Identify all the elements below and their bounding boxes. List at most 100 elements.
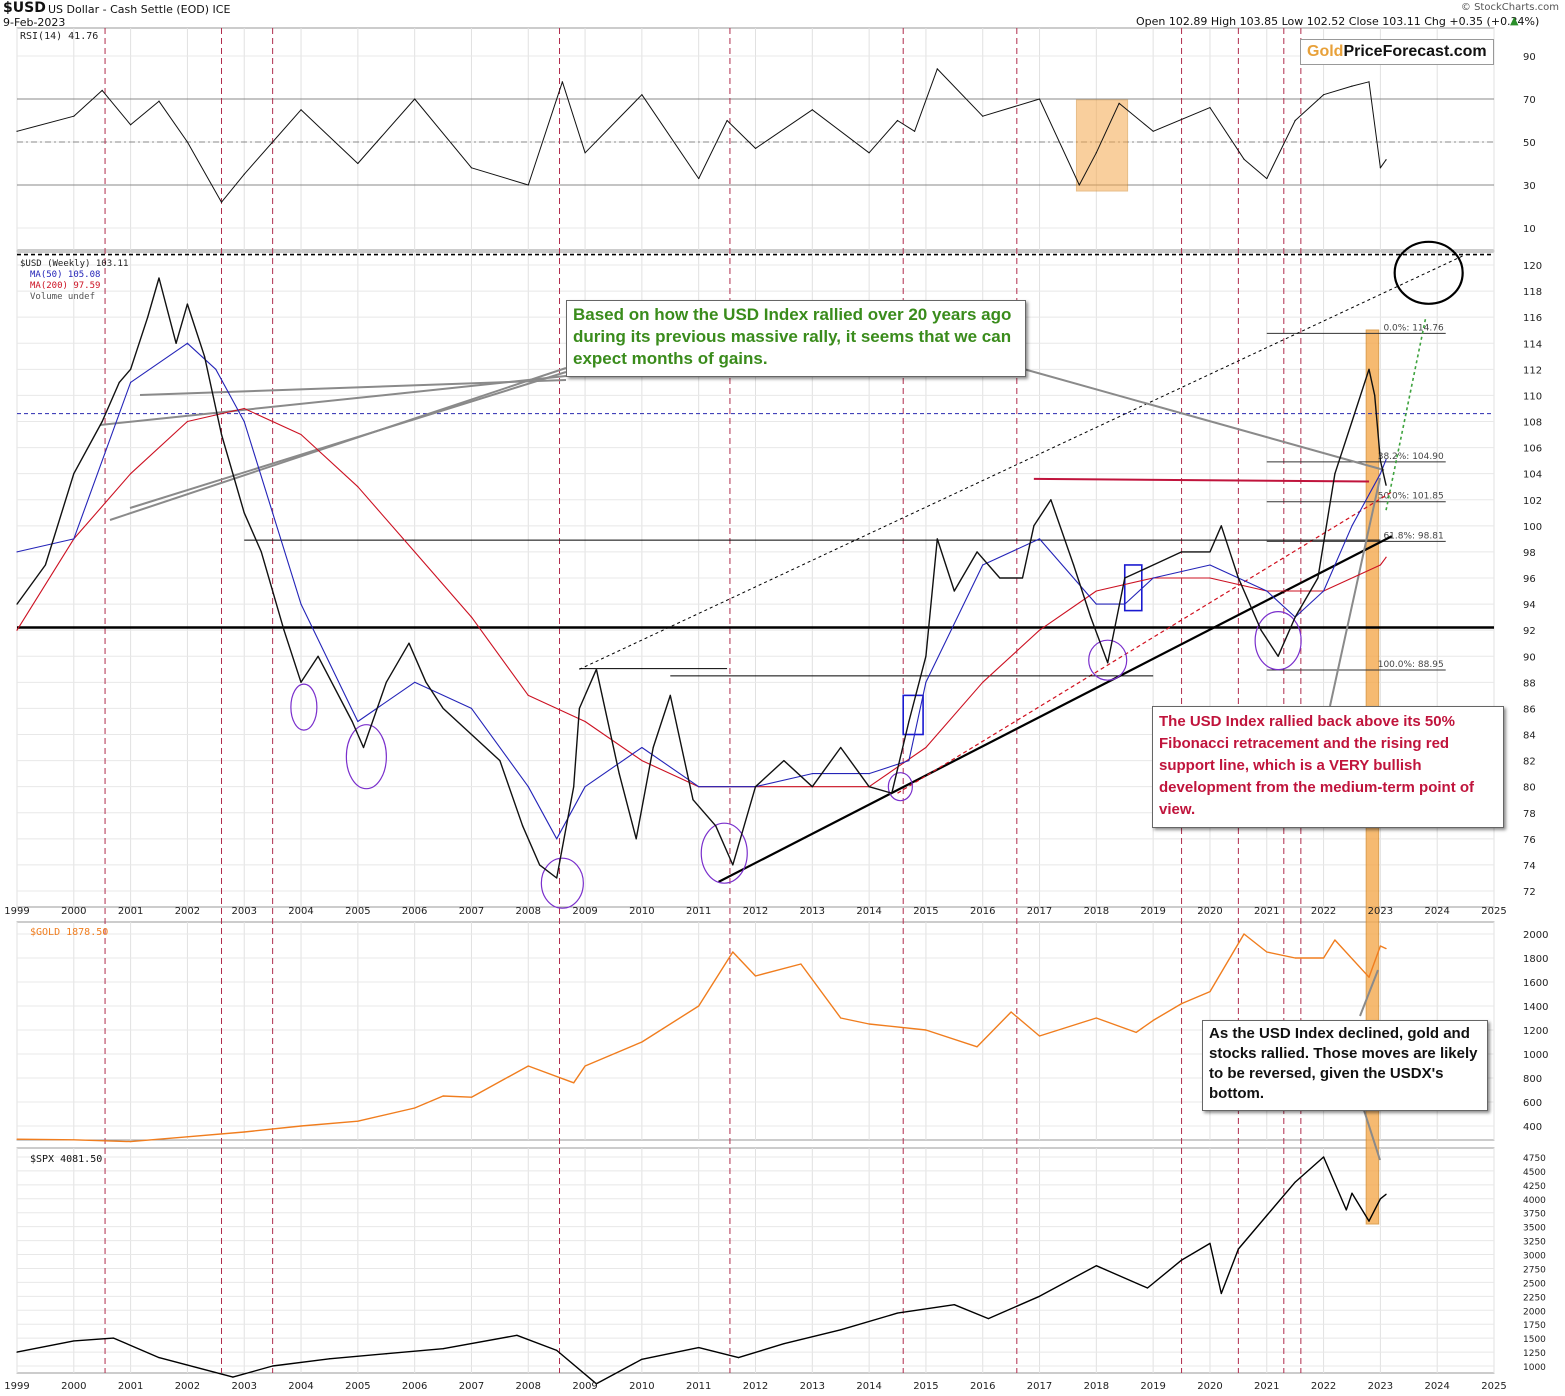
- x-tick-label-bottom: 2016: [970, 1381, 995, 1392]
- highlight-circle: [290, 683, 318, 731]
- spx-series-point: [158, 1357, 160, 1359]
- spx-series-point: [1220, 1292, 1222, 1295]
- gold-y-tick-label: 400: [1523, 1122, 1542, 1133]
- rsi-series-point: [1095, 152, 1097, 154]
- rsi-series-point: [101, 89, 103, 91]
- spx-series-point: [783, 1343, 785, 1345]
- spx-series-point: [1379, 1198, 1381, 1200]
- spx-series-point: [73, 1340, 75, 1342]
- spx-series-point: [328, 1358, 331, 1360]
- x-tick-label-bottom: 2020: [1197, 1381, 1222, 1392]
- gold-series-point: [243, 1131, 245, 1133]
- gold-series-point: [925, 1029, 927, 1031]
- spx-series-point: [516, 1334, 518, 1336]
- ma50-series-point: [868, 773, 870, 775]
- gold-series-point: [1385, 947, 1387, 950]
- x-tick-label-bottom: 2006: [402, 1381, 427, 1392]
- gold-panel-title: $GOLD 1878.50: [30, 927, 108, 938]
- x-tick-label-bottom: 2019: [1140, 1381, 1165, 1392]
- rsi-panel-title: RSI(14) 41.76: [20, 31, 98, 42]
- usd-y-tick-label: 98: [1523, 548, 1536, 559]
- x-tick-label: 2006: [402, 906, 427, 917]
- x-tick-label-bottom: 2023: [1368, 1381, 1393, 1392]
- axes: 10 30 50 70 90 72 74 76 78 80 82 84 86 88 90 92 94 96 98 10…: [4, 52, 1548, 1392]
- usd-price-series-point: [118, 381, 120, 383]
- spx-panel-title: $SPX 4081.50: [30, 1154, 102, 1165]
- gold-y-tick-label: 1400: [1523, 1002, 1548, 1013]
- ma50-series-point: [1152, 577, 1154, 579]
- usd-price-series-point: [158, 277, 160, 279]
- ma200-series-point: [243, 407, 245, 410]
- gold-series-point: [414, 1107, 416, 1109]
- gold-y-tick-label: 600: [1523, 1098, 1542, 1109]
- gold-series-point: [840, 1017, 842, 1019]
- ma50-series-point: [1351, 525, 1353, 527]
- spx-series-point: [641, 1358, 643, 1360]
- rsi-series-point: [1038, 98, 1041, 100]
- ma200-series-point: [925, 746, 927, 749]
- fib-label: 100.0%: 88.95: [1378, 660, 1444, 670]
- prior-high-line: [1033, 477, 1370, 483]
- chart-date: 9-Feb-2023: [3, 16, 66, 29]
- rsi-series-point: [1385, 159, 1387, 161]
- rsi-y-tick-label: 30: [1523, 181, 1536, 192]
- spx-series-point: [1294, 1181, 1296, 1183]
- usd-y-tick-label: 96: [1523, 574, 1536, 585]
- x-tick-label: 2007: [459, 906, 484, 917]
- rsi-series-point: [726, 119, 728, 122]
- spx-series-point: [1237, 1248, 1239, 1250]
- usd-price-series-point: [442, 707, 444, 710]
- rsi-series-point: [220, 201, 223, 203]
- usd-price-series-point: [521, 825, 524, 827]
- gold-series-point: [1266, 951, 1268, 953]
- ma50-series-point: [414, 681, 416, 683]
- projection-line: [1385, 317, 1427, 511]
- blue-box: [902, 694, 924, 736]
- usd-price-series-point: [147, 316, 149, 318]
- usd-price-series-point: [692, 799, 694, 801]
- rsi-y-tick-label: 50: [1523, 138, 1536, 149]
- spx-y-tick-label: 4500: [1523, 1168, 1546, 1178]
- spx-y-tick-label: 1750: [1523, 1321, 1546, 1331]
- usd-price-series-point: [470, 733, 473, 736]
- usd-price-series-point: [260, 551, 262, 553]
- gold-series-point: [1152, 1019, 1154, 1022]
- usd-price-series-point: [1385, 484, 1387, 486]
- x-tick-label: 2023: [1368, 906, 1393, 917]
- usd-legend-ma50: MA(50) 105.08: [30, 270, 100, 280]
- highlight-circle: [345, 724, 387, 790]
- ma200-series-point: [1385, 556, 1387, 558]
- x-tick-label-bottom: 2024: [1424, 1381, 1449, 1392]
- usd-price-series-point: [1050, 499, 1052, 501]
- rsi-series-point: [357, 162, 359, 165]
- ma50-series: [16, 342, 1387, 840]
- ma50-series-point: [811, 773, 813, 775]
- rsi-series-point: [186, 141, 189, 143]
- spx-series-point: [1180, 1259, 1183, 1261]
- rsi-series-point: [698, 177, 700, 180]
- usd-y-tick-label: 110: [1523, 391, 1542, 402]
- x-tick-label: 2014: [856, 906, 881, 917]
- x-tick-label: 2024: [1424, 906, 1449, 917]
- ma200-series-point: [130, 473, 132, 475]
- gold-series-point: [300, 1125, 302, 1127]
- gold-series-point: [130, 1141, 132, 1143]
- usd-price-series-point: [73, 473, 75, 475]
- spx-series-point: [953, 1304, 955, 1306]
- up-arrow-icon: ▲: [1510, 14, 1519, 27]
- spx-series-point: [1146, 1287, 1149, 1289]
- spx-series-point: [442, 1348, 444, 1350]
- usd-price-series-point: [1260, 629, 1262, 631]
- fib-label: 61.8%: 98.81: [1383, 531, 1443, 541]
- x-tick-label-bottom: 2002: [175, 1381, 200, 1392]
- upper-channel-line: [579, 254, 1466, 670]
- usd-y-tick-label: 86: [1523, 704, 1536, 715]
- usd-price-series-point: [362, 746, 365, 749]
- spx-y-tick-label: 2250: [1523, 1293, 1546, 1303]
- ma200-series-point: [584, 720, 586, 723]
- ma50-series-point: [186, 342, 189, 344]
- rsi-series-point: [584, 152, 586, 154]
- spx-series-point: [896, 1312, 899, 1314]
- ohlc-readout: Open 102.89 High 103.85 Low 102.52 Close…: [1136, 15, 1540, 28]
- ma50-series-point: [925, 681, 927, 683]
